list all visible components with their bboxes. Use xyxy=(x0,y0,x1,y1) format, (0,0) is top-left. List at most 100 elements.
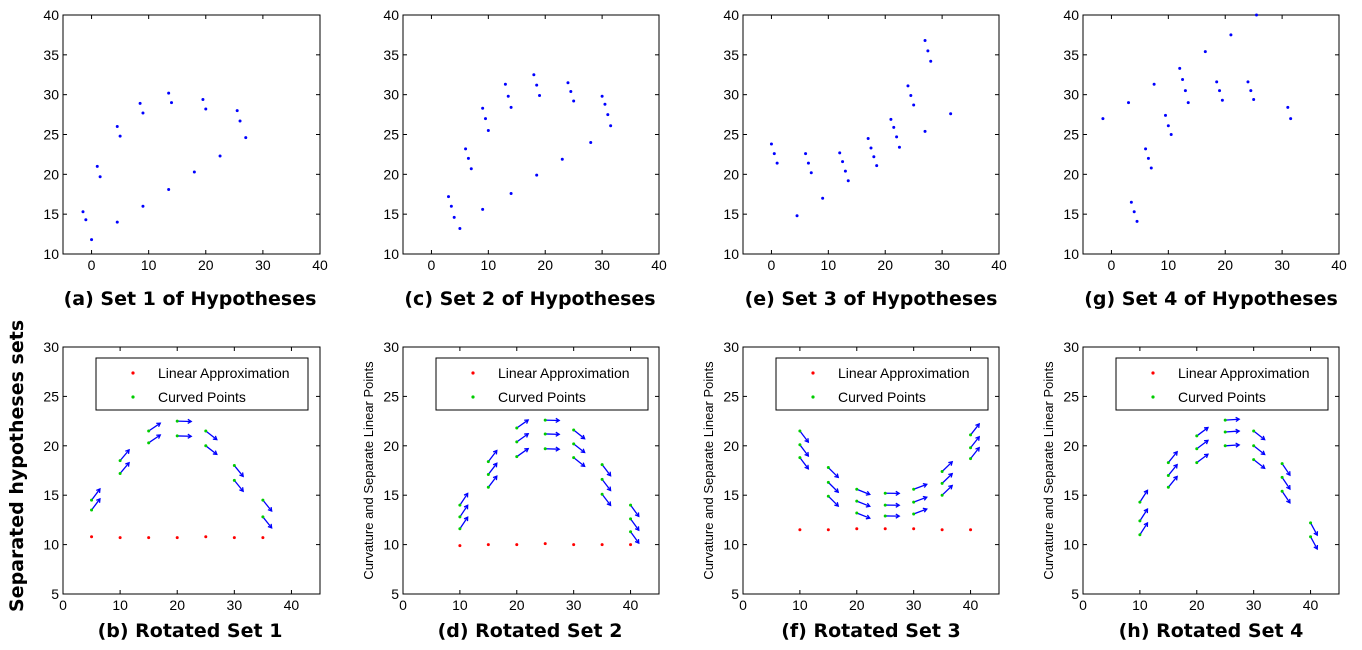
arrow-head xyxy=(1286,471,1291,477)
arrow-head xyxy=(1203,426,1210,432)
hypothesis-point xyxy=(170,101,174,105)
hypothesis-point xyxy=(843,169,847,173)
hypothesis-point xyxy=(481,106,485,110)
y-tick-label: 15 xyxy=(43,206,59,222)
arrow-head xyxy=(865,502,871,508)
arrow-head xyxy=(187,433,193,439)
direction-arrow xyxy=(1196,453,1209,464)
curved-point xyxy=(175,419,179,423)
arrow-head xyxy=(606,471,612,477)
curved-point xyxy=(1280,489,1284,493)
x-tick-label: 0 xyxy=(1108,257,1116,273)
curved-point xyxy=(486,485,490,489)
x-tick-label: 10 xyxy=(452,597,468,613)
linear-point xyxy=(912,527,916,531)
hypothesis-point xyxy=(1289,117,1293,121)
curved-point xyxy=(1138,533,1142,537)
curved-point xyxy=(1138,519,1142,523)
curved-point xyxy=(855,499,859,503)
direction-arrow xyxy=(1139,522,1149,536)
hypothesis-point xyxy=(1132,210,1136,214)
curved-point xyxy=(969,457,973,461)
arrow-head xyxy=(1286,484,1291,491)
direction-arrow xyxy=(1281,477,1291,490)
linear-point xyxy=(458,544,462,548)
curved-point xyxy=(261,498,265,502)
arrow-head xyxy=(834,502,840,507)
y-tick-label: 40 xyxy=(1063,7,1079,23)
x-tick-label: 30 xyxy=(594,257,610,273)
hypothesis-point xyxy=(506,94,510,98)
hypothesis-point xyxy=(866,136,870,140)
hypothesis-point xyxy=(1246,80,1250,84)
x-tick-label: 30 xyxy=(255,257,271,273)
curved-point xyxy=(147,429,151,433)
direction-arrow xyxy=(205,430,218,441)
direction-arrow xyxy=(1139,508,1149,522)
hypothesis-point xyxy=(560,157,564,161)
hypothesis-point xyxy=(532,73,536,77)
curved-point xyxy=(629,517,633,521)
x-tick-label: 40 xyxy=(284,597,300,613)
curved-point xyxy=(1309,535,1313,539)
direction-arrow xyxy=(148,434,161,444)
x-tick-label: 10 xyxy=(792,597,808,613)
x-tick-label: 0 xyxy=(1079,597,1087,613)
caption-h: (h) Rotated Set 4 xyxy=(1118,620,1304,642)
y-tick-label: 25 xyxy=(723,388,739,404)
arrow-head xyxy=(1260,435,1266,441)
caption-f: (f) Rotated Set 3 xyxy=(781,620,961,642)
y-axis-label: Curvature and Separate Linear Points xyxy=(1041,361,1056,580)
curved-point xyxy=(1223,418,1227,422)
hypothesis-point xyxy=(449,204,453,208)
direction-arrow xyxy=(827,495,839,507)
y-tick-label: 10 xyxy=(723,537,739,553)
curved-point xyxy=(1280,462,1284,466)
direction-arrow xyxy=(91,498,101,511)
direction-arrow xyxy=(573,429,586,440)
curved-point xyxy=(1252,458,1256,462)
direction-arrow xyxy=(459,493,469,506)
hypothesis-point xyxy=(509,191,513,195)
direction-arrow xyxy=(970,423,980,436)
hypothesis-point xyxy=(1249,89,1253,93)
curved-point xyxy=(543,447,547,451)
hypothesis-point xyxy=(566,81,570,85)
hypothesis-point xyxy=(806,161,810,165)
legend-label: Curved Points xyxy=(498,389,586,405)
hypothesis-point xyxy=(1166,124,1170,128)
x-tick-label: 30 xyxy=(1246,597,1262,613)
linear-point xyxy=(969,528,973,532)
hypothesis-point xyxy=(1220,98,1224,102)
hypothesis-point xyxy=(503,82,507,86)
direction-arrow xyxy=(601,464,612,477)
y-tick-label: 10 xyxy=(383,537,399,553)
direction-arrow xyxy=(1309,536,1318,550)
curved-point xyxy=(600,477,604,481)
arrow-head xyxy=(212,435,218,441)
hypothesis-point xyxy=(912,103,916,107)
curved-point xyxy=(486,460,490,464)
direction-arrow xyxy=(827,481,839,493)
legend-label: Curved Points xyxy=(158,389,246,405)
arrow-head xyxy=(634,526,640,532)
y-tick-label: 20 xyxy=(723,438,739,454)
caption-c: (c) Set 2 of Hypotheses xyxy=(404,288,656,310)
hypothesis-point xyxy=(244,136,248,140)
legend-label: Linear Approximation xyxy=(498,365,630,381)
y-tick-label: 35 xyxy=(1063,47,1079,63)
y-tick-label: 15 xyxy=(723,206,739,222)
hypothesis-point xyxy=(235,109,239,113)
linear-point xyxy=(883,527,887,531)
direction-arrow xyxy=(1281,463,1291,476)
arrow-head xyxy=(948,472,954,478)
caption-b: (b) Rotated Set 1 xyxy=(97,620,283,642)
legend-marker xyxy=(471,395,475,399)
direction-arrow xyxy=(205,445,218,455)
curved-point xyxy=(883,503,887,507)
arrow-head xyxy=(1260,464,1266,470)
y-tick-label: 20 xyxy=(43,438,59,454)
direction-arrow xyxy=(856,500,871,507)
linear-point xyxy=(118,536,122,540)
